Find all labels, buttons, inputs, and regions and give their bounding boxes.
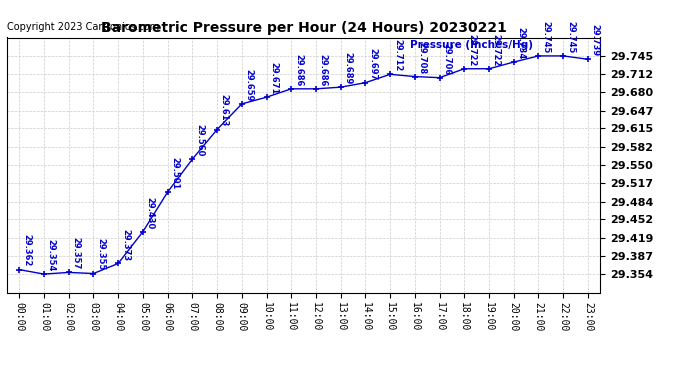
Title: Barometric Pressure per Hour (24 Hours) 20230221: Barometric Pressure per Hour (24 Hours) … — [101, 21, 506, 35]
Text: Pressure (Inches/Hg): Pressure (Inches/Hg) — [411, 40, 533, 50]
Text: 29.722: 29.722 — [492, 34, 501, 66]
Text: 29.686: 29.686 — [294, 54, 303, 86]
Text: 29.722: 29.722 — [467, 34, 476, 66]
Text: 29.373: 29.373 — [121, 229, 130, 261]
Text: 29.706: 29.706 — [442, 43, 451, 75]
Text: 29.354: 29.354 — [47, 239, 56, 271]
Text: 29.689: 29.689 — [344, 52, 353, 84]
Text: 29.745: 29.745 — [566, 21, 575, 53]
Text: 29.745: 29.745 — [541, 21, 550, 53]
Text: 29.712: 29.712 — [393, 39, 402, 72]
Text: 29.430: 29.430 — [146, 196, 155, 229]
Text: 29.708: 29.708 — [417, 42, 426, 74]
Text: 29.734: 29.734 — [517, 27, 526, 59]
Text: 29.671: 29.671 — [269, 62, 278, 94]
Text: 29.659: 29.659 — [244, 69, 253, 101]
Text: 29.613: 29.613 — [220, 94, 229, 127]
Text: 29.362: 29.362 — [22, 234, 31, 267]
Text: Copyright 2023 Cartronics.com: Copyright 2023 Cartronics.com — [7, 22, 159, 32]
Text: 29.560: 29.560 — [195, 124, 204, 156]
Text: 29.697: 29.697 — [368, 48, 377, 80]
Text: 29.686: 29.686 — [319, 54, 328, 86]
Text: 29.355: 29.355 — [96, 238, 105, 271]
Text: 29.739: 29.739 — [591, 24, 600, 57]
Text: 29.501: 29.501 — [170, 157, 179, 189]
Text: 29.357: 29.357 — [72, 237, 81, 270]
